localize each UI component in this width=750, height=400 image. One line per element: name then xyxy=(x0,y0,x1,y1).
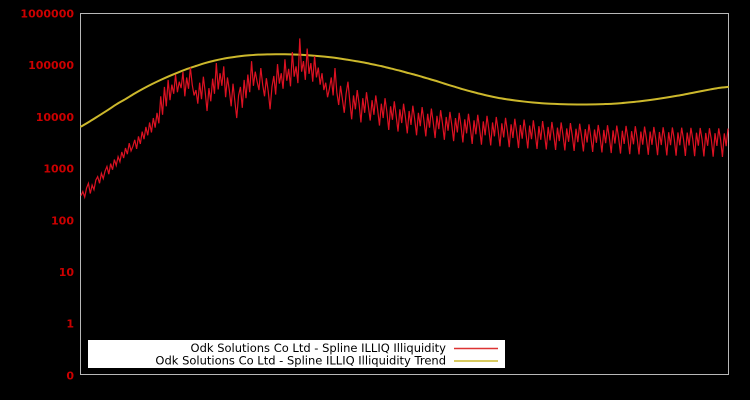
y-tick-label: 10000 xyxy=(36,111,75,124)
y-tick-label: 10 xyxy=(59,266,75,279)
chart-legend[interactable]: Odk Solutions Co Ltd - Spline ILLIQ Illi… xyxy=(88,340,505,368)
y-tick-label: 0 xyxy=(66,369,74,382)
y-tick-label: 1 xyxy=(66,318,74,331)
y-tick-label: 1000 xyxy=(43,163,74,176)
y-tick-label: 1000000 xyxy=(20,8,74,21)
y-tick-label: 100000 xyxy=(28,59,74,72)
legend-entry-label[interactable]: Odk Solutions Co Ltd - Spline ILLIQ Illi… xyxy=(191,341,447,355)
plot-series-group xyxy=(80,38,729,200)
plot-frame xyxy=(80,13,729,375)
legend-background xyxy=(88,340,505,368)
y-tick-label: 100 xyxy=(51,214,74,227)
trend-line-path xyxy=(80,53,729,128)
legend-entry-label[interactable]: Odk Solutions Co Ltd - Spline ILLIQ Illi… xyxy=(155,354,446,368)
illiquidity-line-path xyxy=(80,38,729,200)
